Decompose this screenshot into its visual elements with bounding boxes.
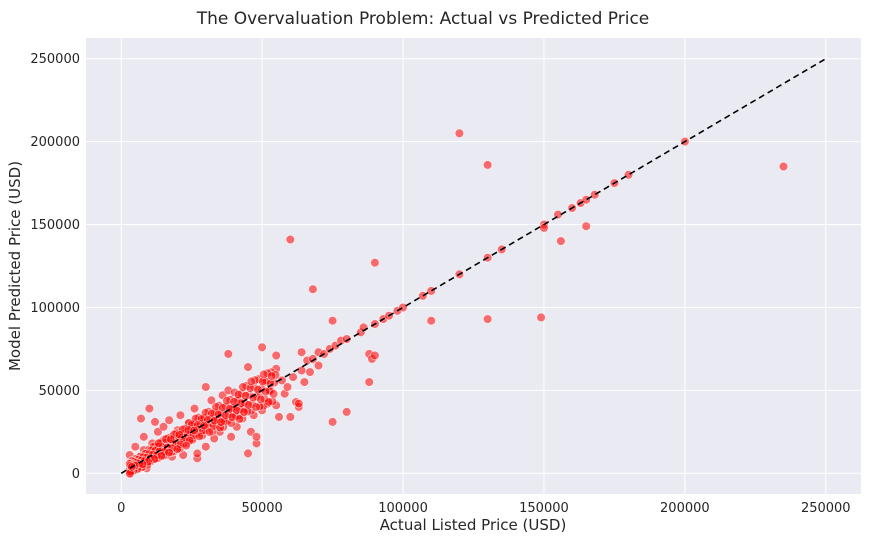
scatter-point — [285, 234, 295, 245]
scatter-point — [297, 347, 307, 357]
scatter-point — [328, 417, 338, 427]
x-axis-label: Actual Listed Price (USD) — [380, 516, 567, 534]
scatter-point — [248, 392, 258, 403]
scatter-point — [259, 369, 269, 380]
scatter-point — [426, 286, 436, 296]
y-ticks: 0 50000 100000 150000 200000 250000 — [30, 52, 80, 482]
scatter-point — [251, 402, 261, 412]
scatter-point — [175, 410, 185, 420]
scatter-point — [246, 376, 256, 387]
scatter-point — [590, 190, 600, 200]
grid — [86, 38, 861, 494]
scatter-point — [216, 417, 226, 427]
scatter-point — [556, 236, 566, 246]
y-tick-label: 0 — [72, 467, 80, 482]
scatter-point — [201, 442, 211, 452]
scatter-point — [251, 432, 262, 442]
scatter-point — [426, 316, 436, 326]
scatter-point — [239, 407, 249, 417]
scatter-point — [536, 312, 546, 323]
scatter-point — [164, 448, 174, 458]
scatter-point — [253, 385, 263, 395]
x-tick-label: 150000 — [519, 501, 569, 516]
x-tick-label: 50000 — [241, 501, 282, 516]
x-ticks: 0 50000 100000 150000 200000 250000 — [117, 501, 851, 516]
scatter-point — [288, 372, 298, 382]
scatter-point — [261, 387, 271, 397]
scatter-point — [136, 414, 146, 424]
chart-title: The Overvaluation Problem: Actual vs Pre… — [196, 9, 650, 29]
scatter-point — [370, 350, 380, 361]
scatter-point — [282, 382, 293, 392]
points-layer — [125, 128, 789, 479]
scatter-point — [130, 442, 140, 452]
scatter-point — [243, 362, 253, 372]
scatter-point — [418, 291, 428, 301]
scatter-point — [297, 365, 307, 376]
scatter-point — [144, 404, 154, 414]
scatter-point — [194, 431, 204, 441]
scatter-point — [581, 195, 591, 205]
scatter-point — [257, 342, 267, 352]
scatter-point — [299, 377, 310, 387]
x-tick-label: 100000 — [378, 501, 428, 516]
scatter-point — [172, 444, 182, 454]
scatter-point — [285, 412, 295, 422]
scatter-point — [342, 334, 352, 344]
scatter-point — [483, 160, 493, 170]
scatter-point — [174, 430, 184, 440]
scatter-point — [305, 367, 315, 377]
scatter-point — [199, 421, 209, 431]
y-tick-label: 50000 — [39, 384, 80, 399]
scatter-point — [454, 128, 465, 138]
x-tick-label: 0 — [117, 501, 125, 516]
y-axis-label: Model Predicted Price (USD) — [6, 161, 24, 371]
scatter-point — [308, 284, 318, 294]
y-tick-label: 150000 — [30, 218, 80, 233]
y-tick-label: 200000 — [30, 135, 80, 150]
scatter-point — [313, 360, 324, 371]
scatter-point — [206, 395, 216, 405]
scatter-point — [269, 389, 279, 399]
scatter-point — [581, 221, 591, 231]
scatter-point — [370, 258, 380, 268]
y-tick-label: 100000 — [30, 301, 80, 316]
scatter-point — [328, 316, 338, 326]
scatter-point — [342, 407, 352, 417]
scatter-point — [483, 314, 493, 324]
scatter-point — [150, 417, 160, 427]
scatter-point — [274, 412, 284, 422]
scatter-point — [164, 415, 174, 425]
scatter-point — [364, 377, 374, 387]
scatter-point — [189, 404, 200, 414]
scatter-point — [256, 394, 266, 405]
y-tick-label: 250000 — [30, 52, 80, 67]
scatter-point — [204, 427, 215, 437]
scatter-point — [166, 434, 176, 444]
scatter-point — [158, 422, 169, 432]
scatter-point — [226, 432, 236, 442]
x-tick-label: 200000 — [660, 501, 710, 516]
scatter-point — [294, 399, 304, 409]
scatter-point — [267, 371, 277, 381]
scatter-point — [139, 432, 149, 442]
x-tick-label: 250000 — [801, 501, 851, 516]
scatter-point — [778, 161, 789, 172]
scatter-point — [271, 350, 281, 361]
scatter-point — [192, 448, 202, 459]
scatter-point — [243, 448, 253, 459]
scatter-point — [264, 397, 274, 407]
scatter-point — [241, 391, 251, 401]
scatter-point — [223, 349, 233, 359]
scatter-point — [154, 438, 164, 448]
scatter-point — [181, 440, 191, 451]
scatter-point — [201, 382, 211, 392]
scatter-point — [234, 414, 244, 424]
reference-line — [120, 58, 827, 474]
scatter-point — [398, 302, 408, 313]
